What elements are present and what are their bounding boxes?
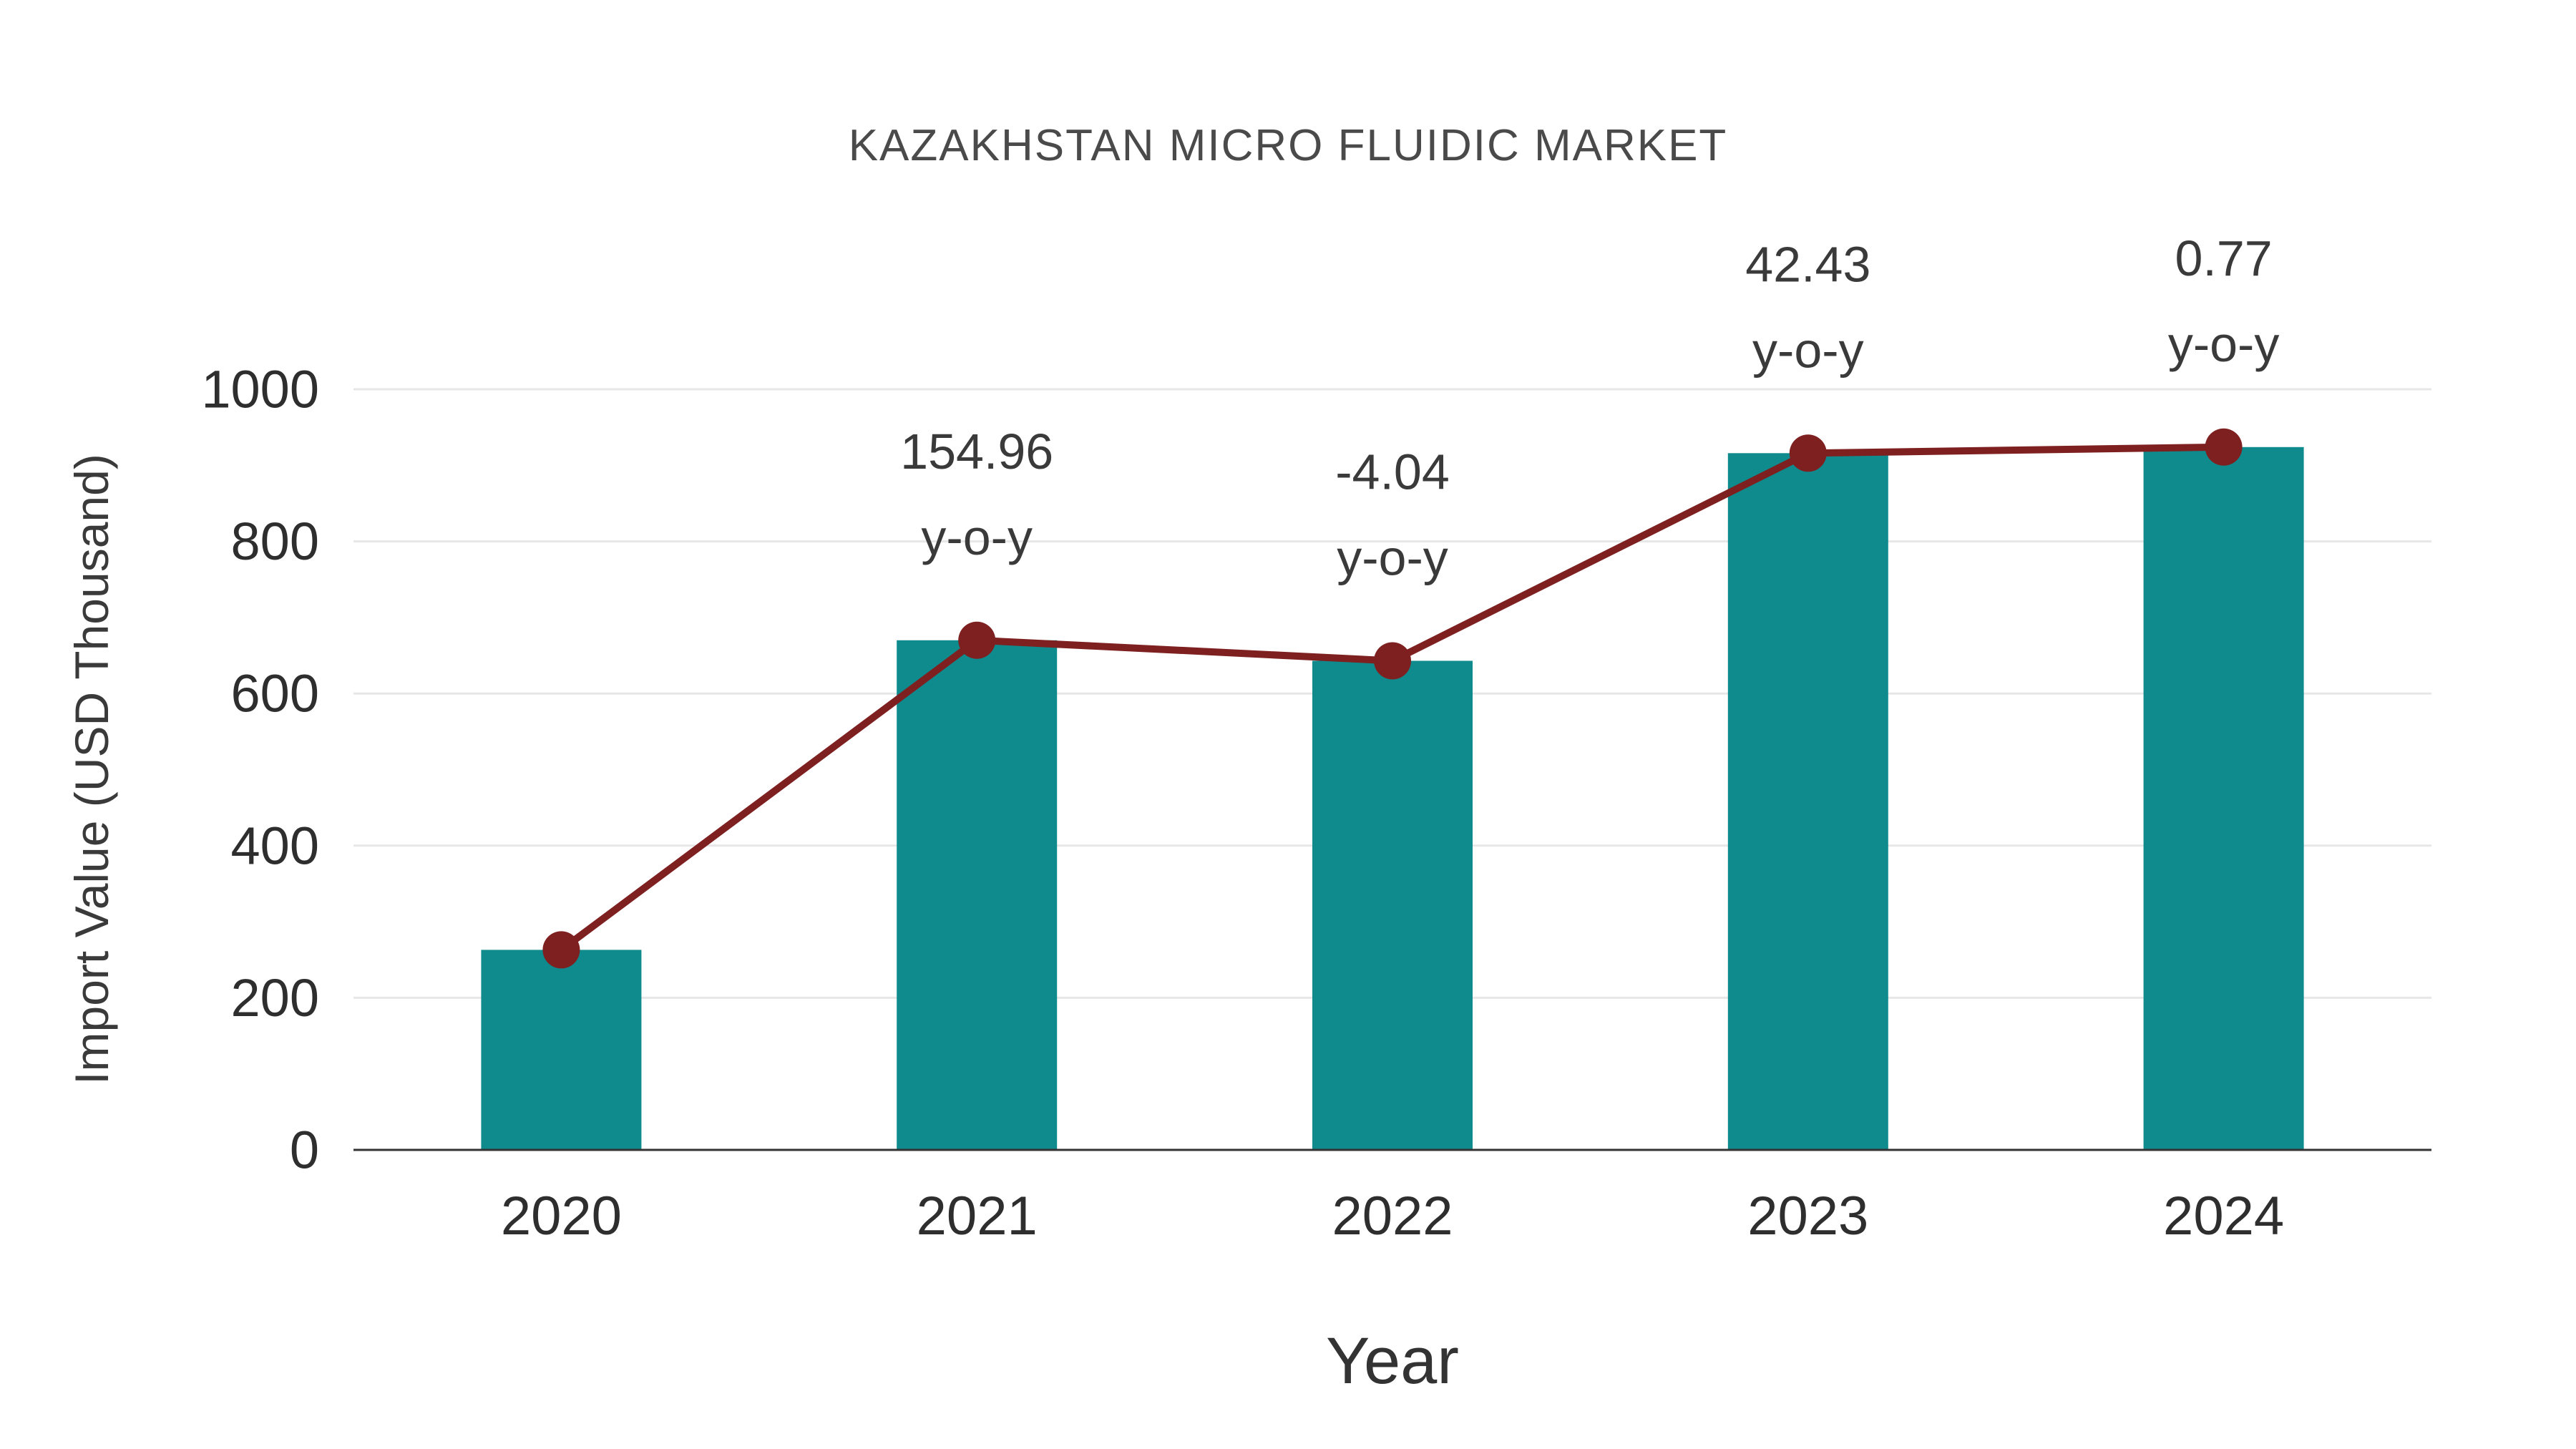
- annotation-value: 42.43: [1745, 236, 1870, 292]
- x-axis-title: Year: [1326, 1324, 1459, 1397]
- chart-title: KAZAKHSTAN MICRO FLUIDIC MARKET: [848, 121, 1728, 170]
- y-tick-label: 400: [231, 816, 319, 875]
- x-tick-label: 2022: [1332, 1186, 1453, 1246]
- chart-bar: [1312, 660, 1473, 1150]
- annotation-label: y-o-y: [1337, 530, 1448, 585]
- annotation-label: y-o-y: [1752, 322, 1864, 378]
- line-marker: [1789, 434, 1827, 472]
- chart-bar: [1727, 453, 1888, 1150]
- annotation-value: 154.96: [900, 424, 1053, 479]
- line-marker: [2205, 428, 2243, 466]
- y-tick-label: 600: [231, 664, 319, 723]
- line-marker: [958, 621, 996, 659]
- x-tick-label: 2024: [2163, 1186, 2284, 1246]
- y-tick-label: 200: [231, 968, 319, 1028]
- chart-bar: [2143, 447, 2304, 1150]
- annotation-value: -4.04: [1335, 444, 1450, 499]
- y-tick-label: 800: [231, 512, 319, 571]
- line-marker: [1374, 642, 1411, 680]
- x-tick-label: 2020: [501, 1186, 622, 1246]
- chart-bar: [897, 640, 1058, 1150]
- x-tick-label: 2021: [917, 1186, 1038, 1246]
- y-tick-label: 0: [290, 1121, 319, 1180]
- y-tick-label: 1000: [201, 360, 319, 419]
- annotation-label: y-o-y: [2168, 316, 2280, 372]
- chart-bar: [481, 950, 642, 1150]
- line-marker: [542, 931, 580, 969]
- annotation-label: y-o-y: [921, 509, 1033, 565]
- annotation-value: 0.77: [2175, 230, 2272, 286]
- x-tick-label: 2023: [1747, 1186, 1868, 1246]
